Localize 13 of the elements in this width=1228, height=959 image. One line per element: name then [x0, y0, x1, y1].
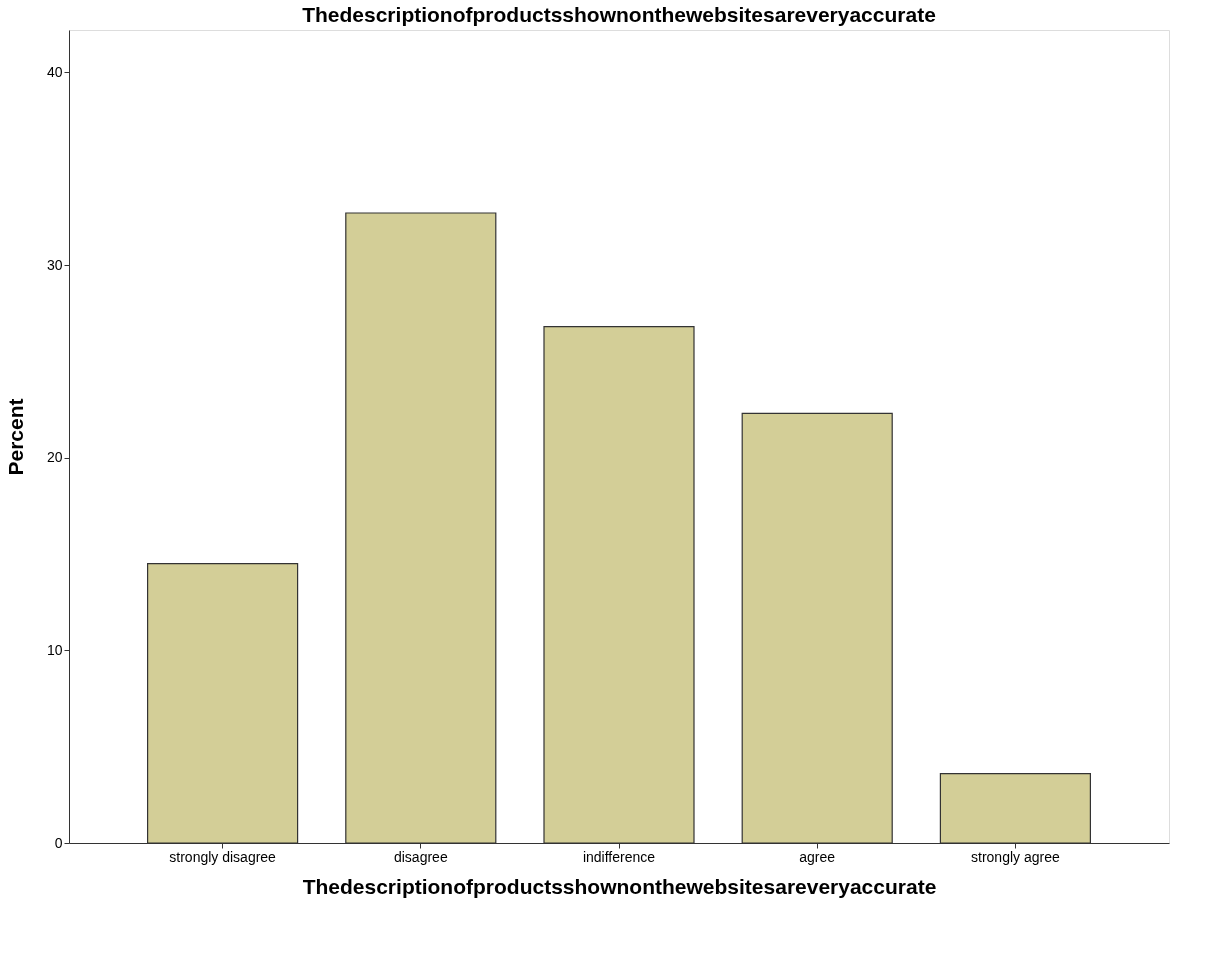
y-tick-label: 10	[46, 641, 63, 658]
x-tick-label: strongly agree	[971, 848, 1060, 865]
x-tick-label: strongly disagree	[169, 848, 277, 865]
y-tick-label: 40	[46, 63, 63, 80]
x-tick-label: disagree	[393, 848, 448, 865]
chart-title: Thedescriptionofproductsshownonthewebsitesareveryaccurate	[302, 3, 936, 26]
y-tick-label: 0	[54, 834, 63, 851]
y-tick-label: 30	[46, 256, 63, 273]
x-tick-label: agree	[799, 848, 836, 865]
x-tick-label: indifference	[582, 848, 656, 865]
y-axis-title: Percent	[3, 398, 27, 476]
x-axis-title: Thedescriptionofproductsshownonthewebsitesareveryaccurate	[302, 874, 937, 898]
y-tick-label: 20	[46, 449, 63, 466]
